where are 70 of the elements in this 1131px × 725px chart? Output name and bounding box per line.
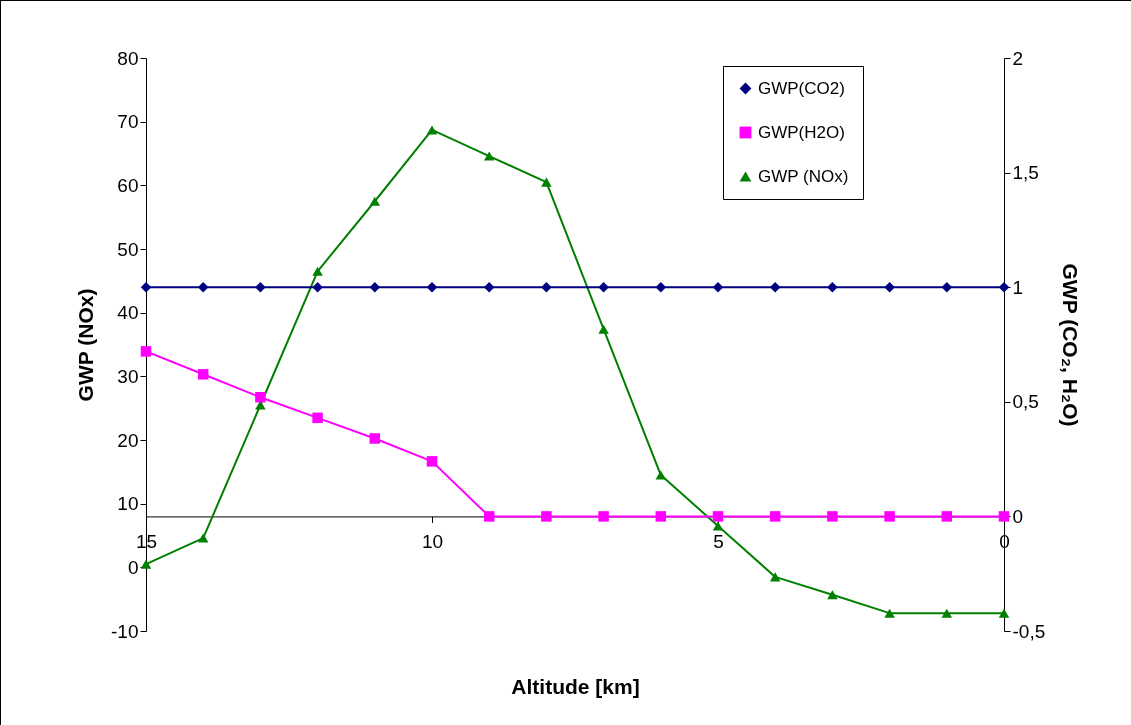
point <box>541 177 552 187</box>
point <box>426 125 438 135</box>
point <box>941 608 953 618</box>
legend-label: GWP(H2O) <box>758 122 845 142</box>
point <box>769 511 781 522</box>
y2-tick-label: 0 <box>1012 505 1024 527</box>
y-tick-label: 70 <box>117 111 139 133</box>
legend-label: GWP (NOx) <box>758 166 849 186</box>
point <box>255 391 266 403</box>
y-axis-title: GWP (NOx) <box>74 288 98 402</box>
x-axis-title: Altitude [km] <box>511 674 640 698</box>
point <box>998 608 1010 618</box>
x-tick-label: 5 <box>713 530 724 552</box>
point <box>369 433 381 444</box>
y-tick-label: 10 <box>117 493 139 515</box>
point <box>769 281 781 293</box>
point <box>941 281 953 293</box>
point <box>884 608 895 618</box>
point <box>140 559 152 569</box>
point <box>827 511 838 522</box>
point <box>369 196 381 206</box>
point <box>541 281 552 293</box>
point <box>998 281 1010 293</box>
point <box>941 511 953 522</box>
point <box>312 266 323 276</box>
point <box>655 470 667 480</box>
point <box>140 281 152 293</box>
y-tick-label: 20 <box>117 429 139 451</box>
point <box>483 511 495 522</box>
point <box>255 281 266 293</box>
point <box>598 281 609 293</box>
y2-axis-title: GWP (CO₂, H₂O) <box>1059 263 1083 427</box>
y2-tick-label: 2 <box>1012 47 1024 69</box>
legend-label: GWP(CO2) <box>758 78 845 98</box>
point <box>197 369 209 380</box>
point <box>541 511 552 522</box>
y2-tick-label: -0,5 <box>1012 620 1046 642</box>
point <box>312 281 323 293</box>
y2-tick-label: 0,5 <box>1012 391 1039 413</box>
point <box>884 281 895 293</box>
y2-tick-label: 1,5 <box>1012 162 1039 184</box>
point <box>140 346 152 357</box>
y-tick-label: 40 <box>117 302 139 324</box>
point <box>712 521 724 531</box>
point <box>769 572 781 582</box>
y-tick-label: 60 <box>117 174 139 196</box>
point <box>827 590 838 600</box>
point <box>655 511 667 522</box>
point <box>369 281 381 293</box>
y-tick-label: 0 <box>127 556 139 578</box>
point <box>712 511 724 522</box>
y-tick-label: 80 <box>117 47 139 69</box>
y-tick-label: -10 <box>111 620 139 642</box>
point <box>712 281 724 293</box>
point <box>197 533 209 543</box>
y-tick-label: 50 <box>117 238 139 260</box>
point <box>483 151 495 161</box>
point <box>655 281 667 293</box>
point <box>312 412 323 424</box>
point <box>598 511 609 522</box>
y2-tick-label: 1 <box>1012 276 1024 298</box>
x-tick-label: 10 <box>421 530 444 552</box>
point <box>197 281 209 293</box>
y-tick-label: 30 <box>117 365 139 387</box>
point <box>426 281 438 293</box>
point <box>598 324 609 334</box>
point <box>884 511 895 522</box>
point <box>426 456 438 467</box>
point <box>827 281 838 293</box>
point <box>483 281 495 293</box>
